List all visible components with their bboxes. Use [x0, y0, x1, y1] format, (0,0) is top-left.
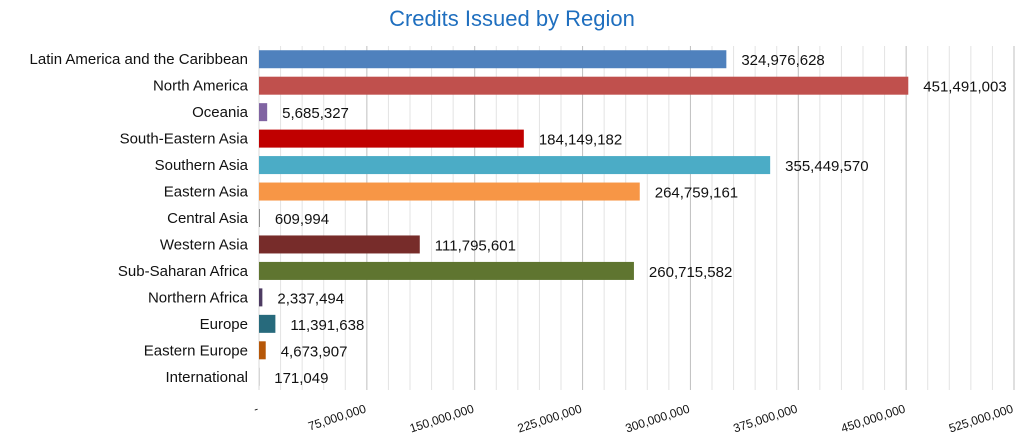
data-label: 5,685,327: [282, 105, 349, 122]
category-label: South-Eastern Asia: [120, 131, 249, 148]
data-label: 11,391,638: [290, 317, 364, 334]
bar: [259, 341, 266, 360]
bar: [259, 50, 727, 69]
x-tick-label: 450,000,000: [839, 401, 907, 435]
data-label: 184,149,182: [539, 132, 622, 149]
bar: [259, 209, 260, 227]
category-label: North America: [153, 78, 249, 95]
category-label: Oceania: [192, 104, 249, 121]
data-label: 355,449,570: [785, 158, 868, 175]
bar: [259, 182, 640, 201]
category-label: Eastern Asia: [164, 184, 249, 201]
category-label: Central Asia: [167, 210, 249, 227]
category-label: Sub-Saharan Africa: [118, 263, 249, 280]
data-label: 4,673,907: [281, 343, 348, 360]
x-tick-label: 375,000,000: [731, 401, 799, 435]
category-label: Eastern Europe: [144, 342, 248, 359]
category-label: Northern Africa: [148, 289, 249, 306]
x-tick-label: 225,000,000: [516, 401, 584, 435]
category-label: Europe: [200, 316, 248, 333]
category-label: Latin America and the Caribbean: [30, 51, 248, 68]
bar: [259, 76, 909, 95]
bar: [259, 235, 420, 254]
x-tick-label: 300,000,000: [624, 401, 692, 435]
bar: [259, 288, 263, 307]
data-label: 264,759,161: [655, 185, 738, 202]
data-label: 609,994: [275, 211, 329, 228]
x-tick-label: 75,000,000: [306, 401, 368, 433]
data-label: 2,337,494: [277, 290, 344, 307]
bar: [259, 314, 276, 333]
category-label: International: [165, 369, 248, 386]
x-tick-label: 525,000,000: [947, 401, 1015, 435]
data-label: 324,976,628: [741, 52, 824, 69]
category-label: Western Asia: [160, 236, 249, 253]
data-label: 260,715,582: [649, 264, 732, 281]
data-label: 171,049: [274, 370, 328, 387]
data-label: 451,491,003: [923, 79, 1006, 96]
bar: [259, 156, 771, 175]
x-tick-label: 150,000,000: [408, 401, 476, 435]
chart-title: Credits Issued by Region: [389, 6, 635, 31]
bar: [259, 261, 634, 280]
x-tick-label: -: [252, 402, 260, 417]
category-label: Southern Asia: [155, 157, 249, 174]
bar: [259, 129, 524, 148]
bar: [259, 103, 268, 122]
data-label: 111,795,601: [435, 237, 516, 254]
